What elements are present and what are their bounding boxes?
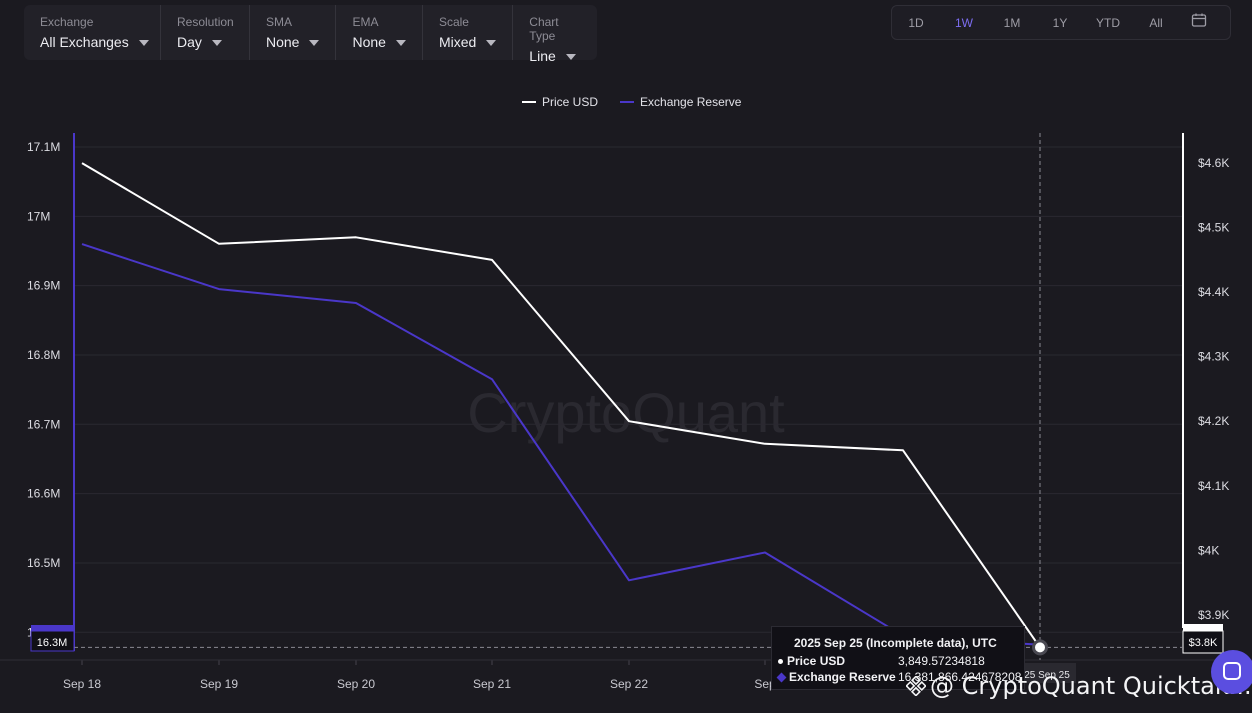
right-current-label: $3.8K <box>1189 637 1218 649</box>
tooltip-price-name: Price USD <box>787 654 846 668</box>
scale-label: Scale <box>438 15 469 29</box>
range-button-1w[interactable]: 1W <box>955 15 973 30</box>
x-axis-tick-label: Sep 19 <box>200 677 238 691</box>
left-axis-tick-label: 17M <box>27 209 50 223</box>
left-axis-tick-label: 17.1M <box>27 140 60 154</box>
legend-label-reserve: Exchange Reserve <box>640 95 742 109</box>
chat-button[interactable] <box>1211 650 1252 694</box>
price-dot-icon <box>778 659 783 665</box>
left-current-label: 16.3M <box>37 637 68 649</box>
left-axis-tick-label: 16.9M <box>27 279 60 293</box>
right-axis-tick-label: $4.5K <box>1198 221 1229 235</box>
legend-item-price[interactable]: Price USD <box>522 95 598 109</box>
legend-swatch-price <box>522 101 536 103</box>
ema-label: EMA <box>352 15 379 29</box>
x-axis-tick-label: Sep 20 <box>337 677 375 691</box>
x-axis-tick-label: Sep 21 <box>473 677 511 691</box>
watermark-text: CryptoQuant <box>467 381 785 444</box>
left-current-box <box>30 630 75 652</box>
range-button-ytd[interactable]: YTD <box>1096 15 1120 30</box>
chart-type-value: Line <box>529 48 556 64</box>
right-current-box <box>1182 630 1224 654</box>
x-axis-tick-label: Sep <box>754 677 776 691</box>
exchange-value: All Exchanges <box>40 34 129 50</box>
left-axis-tick-label: 16.8M <box>27 348 60 362</box>
right-current-marker <box>1183 624 1223 631</box>
time-range-selector: 1D 1W 1M 1Y YTD All <box>891 5 1231 40</box>
hover-date-label: 25 Sep 25 <box>1024 670 1070 681</box>
range-button-1d[interactable]: 1D <box>908 15 924 30</box>
chevron-down-icon <box>309 40 320 47</box>
binance-logo-icon <box>905 674 927 697</box>
resolution-label: Resolution <box>177 15 234 29</box>
exchange-dropdown[interactable]: Exchange All Exchanges <box>24 5 161 60</box>
right-axis-tick-label: $4.4K <box>1198 285 1229 299</box>
price-line <box>81 162 1041 648</box>
legend-label-price: Price USD <box>542 95 599 109</box>
chevron-down-icon <box>565 54 576 61</box>
tooltip-row-price: Price USD <box>778 654 845 668</box>
right-axis-tick-label: $4K <box>1198 543 1219 557</box>
right-axis-tick-label: $4.3K <box>1198 350 1229 364</box>
scale-value: Mixed <box>438 34 477 50</box>
sma-dropdown[interactable]: SMA None <box>250 5 337 60</box>
chevron-down-icon <box>486 40 497 47</box>
chat-icon <box>1223 662 1241 680</box>
calendar-icon[interactable] <box>1180 12 1218 33</box>
tooltip-row-reserve: Exchange Reserve <box>776 670 896 684</box>
chart-legend: Price USD Exchange Reserve <box>522 95 741 109</box>
right-axis-tick-label: $4.6K <box>1198 156 1229 170</box>
scale-dropdown[interactable]: Scale Mixed <box>423 5 514 60</box>
ema-value: None <box>352 34 386 50</box>
left-axis-tick-label: 16.6M <box>27 487 60 501</box>
range-button-1y[interactable]: 1Y <box>1052 15 1068 30</box>
left-current-marker <box>31 625 73 631</box>
exchange-label: Exchange <box>40 15 94 29</box>
left-axis-tick-label: 16.5M <box>27 556 60 570</box>
hover-point-marker <box>1032 639 1048 656</box>
x-axis-tick-label: Sep 22 <box>610 677 648 691</box>
credit-text: @ CryptoQuant Quicktak... <box>930 672 1252 700</box>
tooltip-reserve-name: Exchange Reserve <box>789 670 896 684</box>
hover-tooltip: 2025 Sep 25 (Incomplete data), UTC Price… <box>771 626 1025 690</box>
tooltip-title: 2025 Sep 25 (Incomplete data), UTC <box>794 636 997 650</box>
legend-item-reserve[interactable]: Exchange Reserve <box>620 95 741 109</box>
credit-overlay: @ CryptoQuant Quicktak... <box>905 672 1252 700</box>
left-axis-tick-label: 16.7M <box>27 417 60 431</box>
chart-type-label: Chart Type <box>529 15 559 43</box>
tooltip-price-value: 3,849.57234818 <box>898 654 985 668</box>
tooltip-reserve-value: 16,381,866.424678208 <box>898 670 1022 684</box>
right-axis-tick-label: $4.2K <box>1198 414 1229 428</box>
x-axis-tick-label: Sep 18 <box>63 677 101 691</box>
chevron-down-icon <box>395 40 406 47</box>
legend-swatch-reserve <box>620 101 635 103</box>
ema-dropdown[interactable]: EMA None <box>336 5 423 60</box>
chart-type-dropdown[interactable]: Chart Type Line <box>513 5 597 64</box>
range-button-all[interactable]: All <box>1149 15 1163 30</box>
chevron-down-icon <box>211 40 222 47</box>
resolution-value: Day <box>177 34 202 50</box>
chart-settings-toolbar: Exchange All Exchanges Resolution Day SM… <box>24 5 597 64</box>
hover-date-box <box>1018 663 1076 683</box>
resolution-dropdown[interactable]: Resolution Day <box>161 5 250 60</box>
sma-label: SMA <box>266 15 293 29</box>
chevron-down-icon <box>138 40 149 47</box>
right-axis-tick-label: $4.1K <box>1198 479 1229 493</box>
reserve-diamond-icon <box>776 672 787 683</box>
right-axis-tick-label: $3.9K <box>1198 608 1229 622</box>
reserve-line <box>81 243 1041 646</box>
range-button-1m[interactable]: 1M <box>1003 15 1021 30</box>
sma-value: None <box>266 34 300 50</box>
